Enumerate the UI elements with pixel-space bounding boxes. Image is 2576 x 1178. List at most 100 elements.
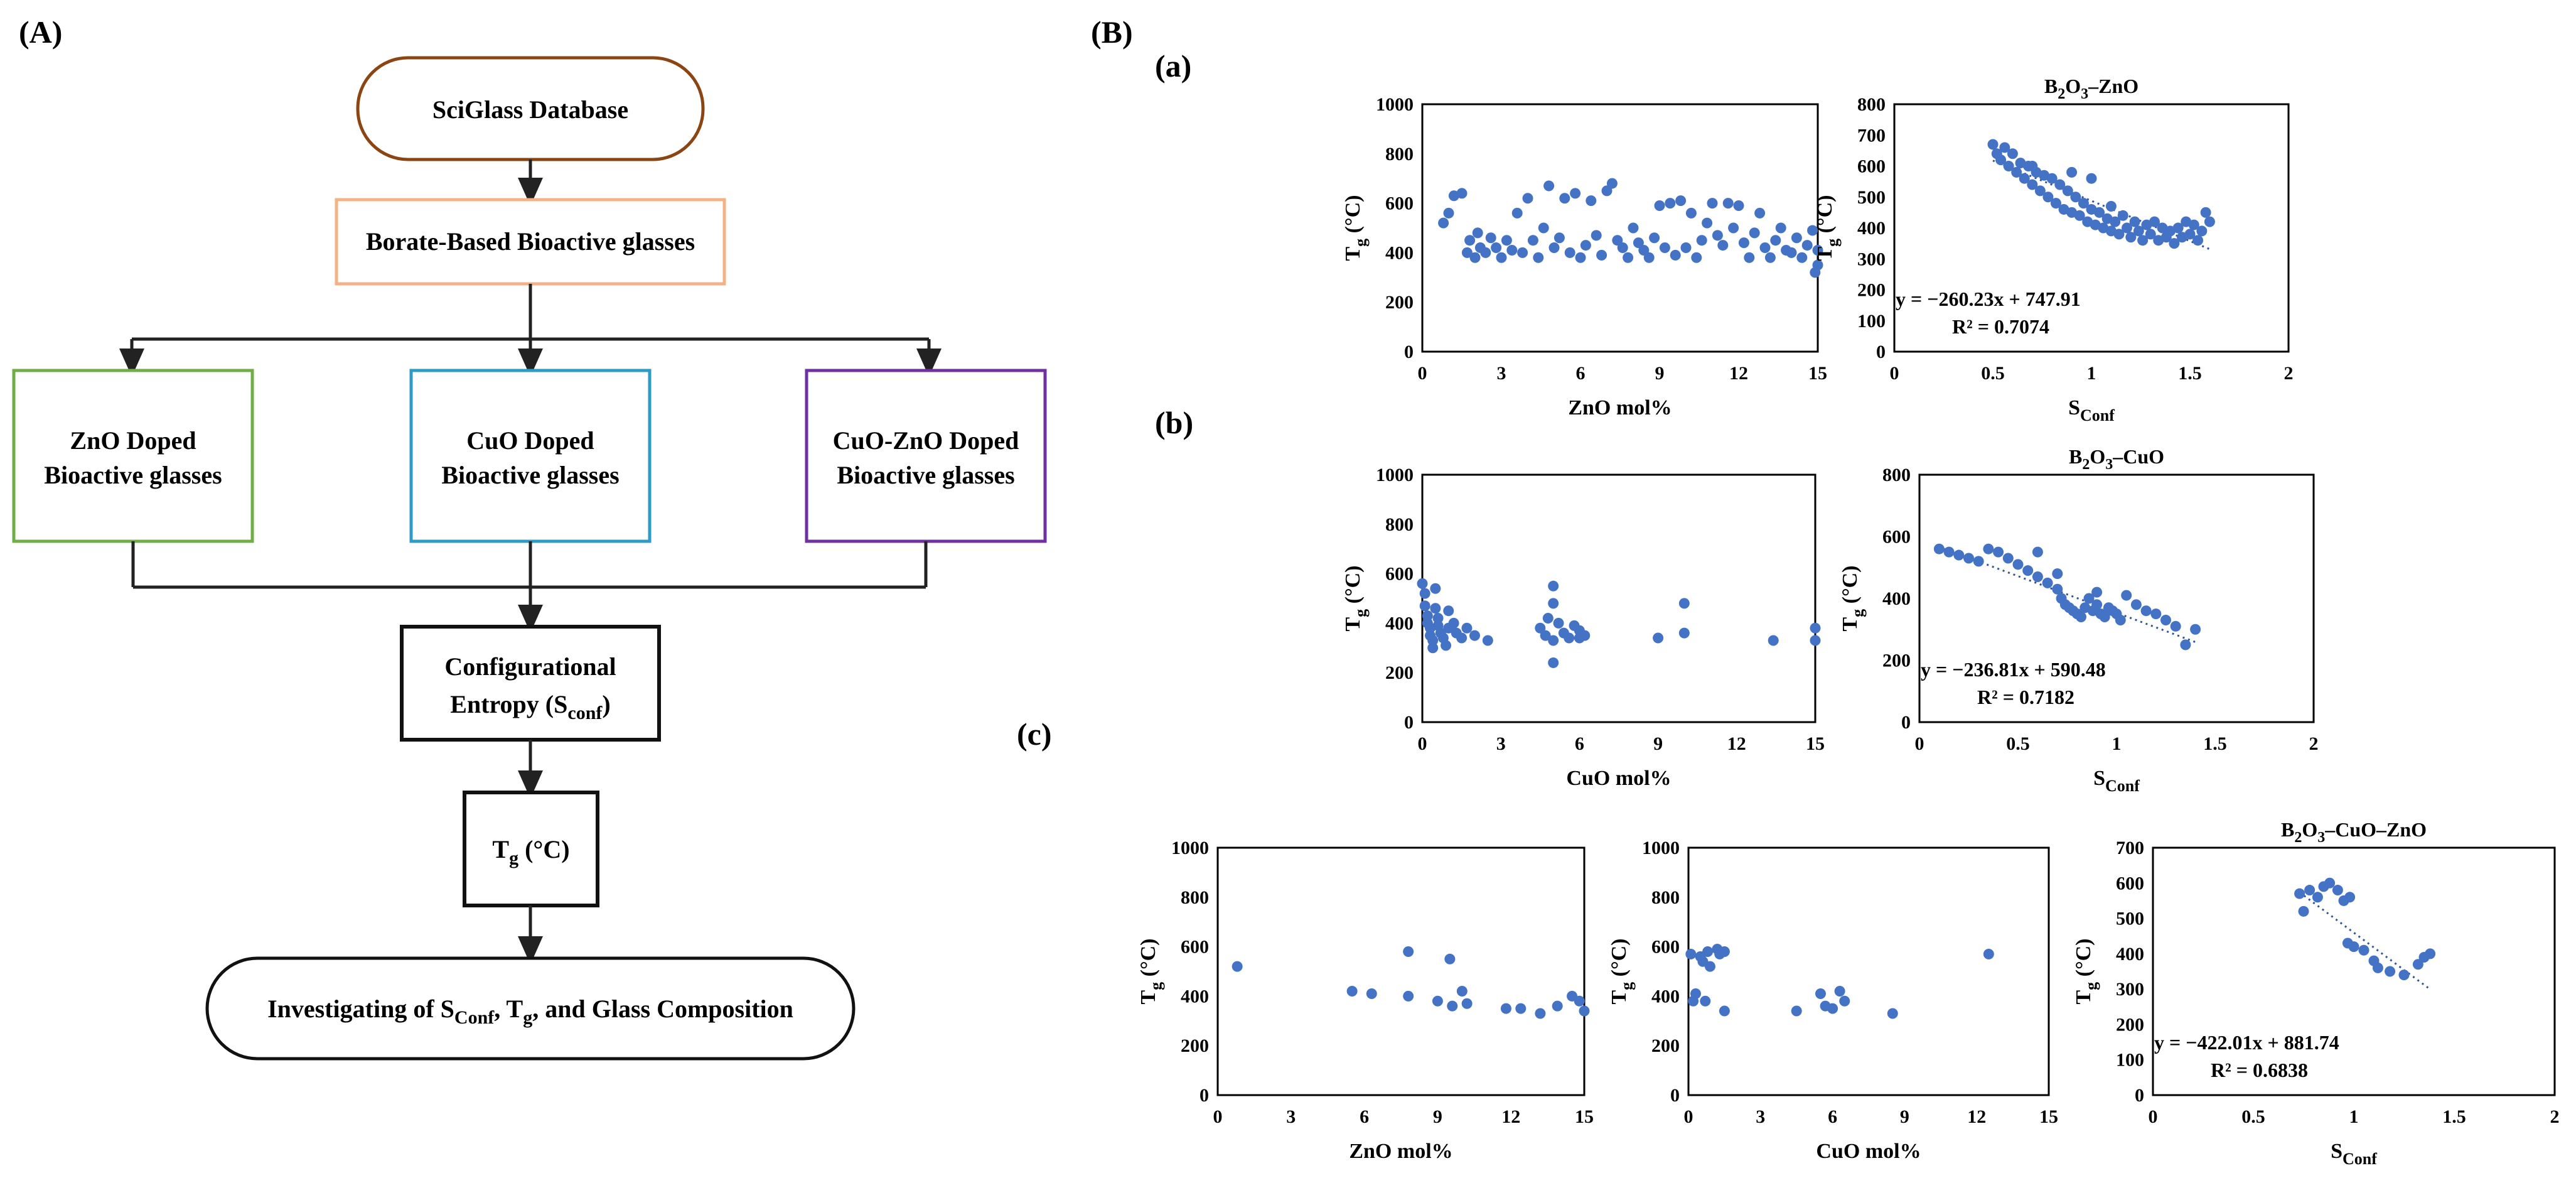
data-point xyxy=(1834,986,1845,997)
data-point xyxy=(2019,173,2030,184)
data-point xyxy=(1690,988,1701,999)
y-tick-label: 200 xyxy=(1181,1035,1209,1056)
y-tick-label: 0 xyxy=(1404,342,1414,362)
y-label-unit: (°C) xyxy=(1607,939,1631,982)
title-part: 3 xyxy=(2081,86,2088,102)
investigating-post: , and Glass Composition xyxy=(532,995,793,1023)
data-point xyxy=(1987,139,1999,150)
borate-label: Borate-Based Bioactive glasses xyxy=(366,227,695,256)
data-point xyxy=(1665,198,1676,209)
chart-c-left: 0 200 400 600 800 1000 0 3 6 9 12 15 ZnO mol% Tg (°C) xyxy=(1137,838,1594,1163)
zno-doped-line1: ZnO Doped xyxy=(70,426,196,455)
y-axis-label: Tg (°C) xyxy=(1137,939,1165,1005)
y-label-sub: g xyxy=(1823,239,1842,247)
x-axis-label: CuO mol% xyxy=(1816,1140,1921,1163)
data-point xyxy=(1675,195,1687,207)
data-point xyxy=(2324,877,2336,889)
cuo-doped-line1: CuO Doped xyxy=(466,426,594,455)
data-point xyxy=(1444,953,1456,965)
data-point xyxy=(1754,207,1766,219)
cuo-doped-node xyxy=(409,369,652,543)
data-point xyxy=(1791,232,1802,244)
data-point xyxy=(1232,961,1243,972)
data-point xyxy=(2344,892,2356,903)
data-point xyxy=(1461,998,1473,1009)
chart-title: B2O3–ZnO xyxy=(2044,75,2139,102)
data-point xyxy=(1552,1000,1563,1012)
y-tick-label: 800 xyxy=(1385,514,1414,535)
x-label-main: S xyxy=(2331,1140,2343,1163)
x-tick-label: 12 xyxy=(1729,363,1748,384)
data-point xyxy=(2110,216,2121,227)
data-point xyxy=(1768,635,1779,646)
data-point xyxy=(1995,154,2007,166)
y-tick-label: 400 xyxy=(1857,218,1886,239)
y-label-unit: (°C) xyxy=(1813,195,1837,239)
x-label-sub: Conf xyxy=(2105,777,2140,795)
data-point xyxy=(1933,543,1945,554)
data-point xyxy=(1548,657,1559,668)
data-point xyxy=(2022,565,2034,576)
y-label-main: T xyxy=(1838,617,1862,631)
y-tick-label: 100 xyxy=(1857,311,1886,332)
data-point xyxy=(1707,198,1718,209)
tg-label: Tg (°C) xyxy=(492,835,569,868)
x-axis-label: ZnO mol% xyxy=(1568,396,1672,419)
data-point xyxy=(2129,216,2140,227)
y-tick-label: 500 xyxy=(2116,909,2144,929)
y-label-sub: g xyxy=(1618,982,1636,990)
data-point xyxy=(2052,568,2063,580)
data-point xyxy=(2091,599,2103,610)
y-tick-label: 500 xyxy=(1857,187,1886,208)
borate-node xyxy=(335,198,726,286)
data-point xyxy=(2145,229,2156,240)
data-point xyxy=(2137,235,2149,246)
data-point xyxy=(2150,608,2162,620)
y-tick-label: 600 xyxy=(1181,937,1209,958)
data-point xyxy=(1554,232,1565,244)
data-point xyxy=(1596,249,1607,261)
data-point xyxy=(2042,577,2053,588)
data-point xyxy=(1346,986,1358,997)
y-tick-label: 300 xyxy=(1857,249,1886,269)
data-point xyxy=(1427,642,1439,654)
plot-frame xyxy=(2152,846,2556,1096)
cuozno-doped-line2: Bioactive glasses xyxy=(837,461,1014,489)
y-tick-label: 200 xyxy=(2116,1014,2144,1035)
data-point xyxy=(1719,946,1730,957)
x-tick-label: 12 xyxy=(1501,1106,1520,1127)
x-tick-label: 0 xyxy=(2149,1106,2158,1127)
zno-doped-line2: Bioactive glasses xyxy=(44,461,222,489)
x-tick-label: 0 xyxy=(1915,733,1924,754)
data-point xyxy=(1696,235,1707,246)
data-point xyxy=(1704,961,1715,972)
data-point xyxy=(2169,238,2180,249)
data-point xyxy=(2204,216,2215,227)
data-point xyxy=(1733,200,1744,212)
data-point xyxy=(1447,1000,1458,1012)
x-tick-label: 0.5 xyxy=(2006,733,2030,754)
data-point xyxy=(1542,613,1554,624)
investigating-pre: Investigating of S xyxy=(267,995,454,1023)
data-point xyxy=(2188,219,2199,230)
data-point xyxy=(1461,247,1473,258)
data-point xyxy=(1685,207,1697,219)
investigating-mid: , T xyxy=(494,995,523,1023)
data-point xyxy=(1548,242,1560,254)
data-point xyxy=(1469,252,1481,263)
x-tick-label: 6 xyxy=(1360,1106,1369,1127)
y-label-sub: g xyxy=(1147,982,1165,990)
y-label-unit: (°C) xyxy=(1137,939,1160,982)
data-point xyxy=(1548,580,1559,592)
data-point xyxy=(1527,235,1538,246)
data-point xyxy=(1564,632,1575,644)
data-point xyxy=(1738,237,1749,249)
data-point xyxy=(1728,222,1739,234)
title-part: B xyxy=(2069,445,2082,468)
data-point xyxy=(2180,639,2191,651)
y-tick-label: 400 xyxy=(1385,613,1414,634)
data-point xyxy=(1712,230,1723,241)
y-label-main: T xyxy=(1607,990,1631,1004)
data-point xyxy=(1591,230,1602,241)
